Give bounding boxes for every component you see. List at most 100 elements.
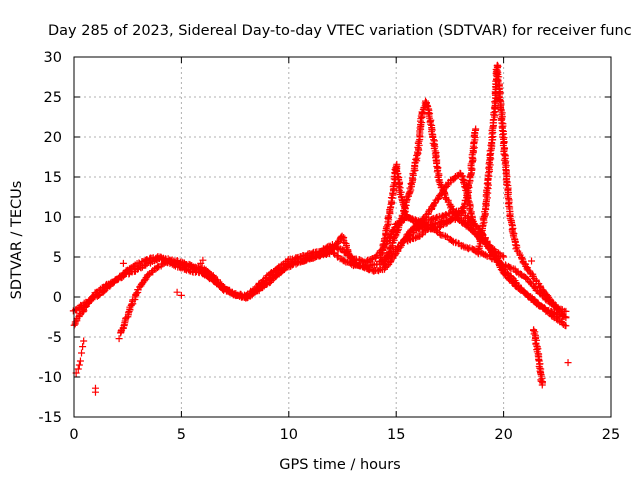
- data-point: [372, 252, 380, 260]
- y-axis-label: SDTVAR / TECUs: [9, 181, 25, 300]
- data-point: [346, 253, 354, 261]
- data-point: [478, 228, 486, 236]
- x-tick-label: 0: [69, 427, 78, 443]
- data-point: [168, 256, 176, 264]
- x-tick-label: 25: [602, 427, 620, 443]
- data-point: [79, 343, 87, 351]
- data-point: [412, 155, 420, 163]
- data-point: [397, 243, 405, 251]
- data-point: [524, 291, 532, 299]
- data-point: [427, 120, 435, 128]
- data-point: [242, 293, 250, 301]
- y-tick-label: 0: [53, 290, 62, 306]
- data-point: [500, 253, 508, 261]
- data-point: [379, 261, 387, 269]
- data-point: [173, 288, 181, 296]
- data-point: [399, 201, 407, 209]
- data-point: [468, 165, 476, 173]
- series-track-drop-21: [530, 326, 546, 389]
- data-point: [80, 337, 88, 345]
- data-point: [469, 220, 477, 228]
- data-point: [466, 206, 474, 214]
- plot-frame: [73, 56, 612, 418]
- series-track-peak-20: [474, 61, 570, 321]
- data-point: [117, 327, 125, 335]
- data-point: [388, 256, 396, 264]
- data-point: [517, 270, 525, 278]
- y-tick-label: -10: [38, 370, 62, 386]
- data-point: [150, 265, 158, 273]
- x-tick-label: 15: [387, 427, 405, 443]
- data-point: [472, 125, 480, 133]
- data-point: [380, 235, 388, 243]
- y-tick-label: 30: [44, 50, 62, 66]
- data-point: [133, 289, 141, 297]
- data-point: [468, 217, 476, 225]
- data-point: [528, 257, 536, 265]
- data-point: [411, 158, 419, 166]
- data-point: [406, 184, 414, 192]
- data-point: [562, 313, 570, 321]
- data-point: [482, 251, 490, 259]
- data-point: [530, 326, 538, 334]
- y-tick-label: 15: [44, 170, 62, 186]
- x-axis-label: GPS time / hours: [279, 457, 400, 473]
- data-point: [499, 252, 507, 260]
- data-point: [412, 233, 420, 241]
- data-point: [250, 288, 258, 296]
- data-point: [115, 335, 123, 343]
- series-track-peak-16: [379, 97, 508, 269]
- data-point: [228, 289, 236, 297]
- x-tick-label: 10: [280, 427, 298, 443]
- data-point: [538, 381, 546, 389]
- data-point: [111, 276, 119, 284]
- data-point: [91, 388, 99, 396]
- data-point: [290, 259, 298, 267]
- data-point: [432, 224, 440, 232]
- data-point: [442, 210, 450, 218]
- data-point: [177, 291, 185, 299]
- data-point: [534, 301, 542, 309]
- data-point: [199, 256, 207, 264]
- data-point: [255, 286, 263, 294]
- data-point: [74, 365, 82, 373]
- chart-title: Day 285 of 2023, Sidereal Day-to-day VTE…: [48, 23, 632, 39]
- data-series: [69, 61, 572, 396]
- data-point: [562, 322, 570, 330]
- data-point: [119, 259, 127, 267]
- data-point: [432, 215, 440, 223]
- data-point: [430, 199, 438, 207]
- data-point: [76, 357, 84, 365]
- y-tick-label: -5: [48, 330, 62, 346]
- data-point: [474, 245, 482, 253]
- x-tick-label: 20: [494, 427, 512, 443]
- data-point: [387, 243, 395, 251]
- data-point: [491, 98, 499, 106]
- y-tick-label: 20: [44, 130, 62, 146]
- data-point: [71, 318, 79, 326]
- data-point: [364, 265, 372, 273]
- series-track-rise-18: [403, 125, 480, 245]
- series-track-peak-15: [377, 160, 478, 261]
- data-point: [451, 173, 459, 180]
- data-point: [75, 361, 83, 369]
- data-point: [503, 181, 511, 189]
- data-point: [78, 349, 86, 357]
- data-point: [564, 359, 572, 367]
- data-point: [436, 181, 444, 189]
- axis-ticks: 0 5 10 15 20 25 -15 -10 -5 0 5 10 15 20 25 30: [38, 50, 620, 443]
- data-point: [530, 330, 538, 338]
- data-point: [435, 177, 443, 185]
- y-tick-label: 5: [53, 250, 62, 266]
- y-tick-label: 10: [44, 210, 62, 226]
- data-point: [511, 281, 519, 289]
- data-point: [90, 294, 98, 302]
- y-tick-label: -15: [38, 410, 62, 426]
- series-track-main-low: [70, 214, 570, 329]
- data-point: [414, 139, 422, 147]
- x-tick-label: 5: [177, 427, 186, 443]
- data-point: [164, 258, 172, 266]
- data-point: [470, 221, 478, 229]
